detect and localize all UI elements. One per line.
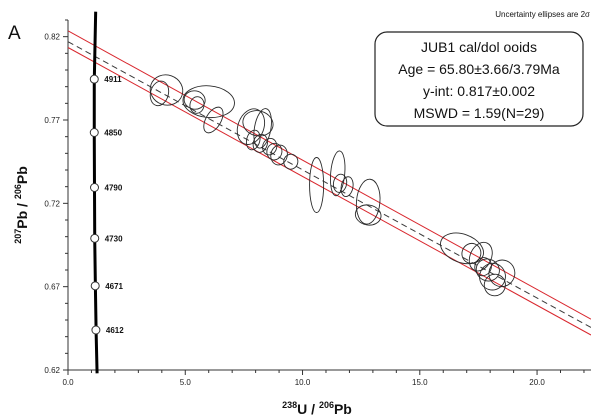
age-marker: [89, 128, 99, 137]
stats-box: JUB1 cal/dol ooids Age = 65.80±3.66/3.79…: [374, 31, 584, 127]
x-axis-title-base: U /: [297, 401, 319, 417]
age-marker-label: 4850: [104, 129, 122, 138]
x-axis-title-sup1: 238: [282, 400, 297, 410]
data-ellipse: [270, 144, 288, 166]
stats-line-intercept: y-int: 0.817±0.002: [423, 83, 535, 99]
y-axis-title-end: Pb: [14, 166, 30, 184]
x-tick-label: 0.0: [62, 378, 74, 387]
x-tick-label: 5.0: [180, 378, 192, 387]
x-tick-label: 20.0: [529, 378, 545, 387]
x-tick-label: 15.0: [412, 378, 428, 387]
data-ellipse: [483, 273, 506, 297]
data-ellipse: [236, 108, 266, 145]
age-marker: [90, 281, 100, 291]
regression-lower-envelope: [68, 47, 591, 336]
data-ellipse: [340, 176, 354, 198]
data-ellipse: [309, 157, 325, 213]
y-tick-label: 0.82: [44, 33, 60, 42]
data-ellipse: [332, 173, 348, 193]
stats-line-age: Age = 65.80±3.66/3.79Ma: [398, 61, 560, 77]
data-ellipse: [440, 232, 484, 265]
y-tick-label: 0.77: [44, 116, 60, 125]
panel-label: A: [8, 23, 21, 44]
x-tick-label: 10.0: [295, 378, 311, 387]
data-ellipse: [189, 96, 205, 114]
x-axis-title-sup2: 206: [319, 400, 334, 410]
data-ellipse: [182, 85, 235, 119]
data-ellipse: [183, 90, 206, 110]
data-ellipse: [329, 150, 346, 197]
plot-area: 0.62 0.67 0.72 0.77 0.82 0.0 5.0 10.0 15.0 20.0 49…: [44, 11, 591, 387]
uncertainty-note: Uncertainty ellipses are 2σ: [495, 10, 590, 19]
data-ellipse: [253, 108, 272, 149]
y-axis-title-sup2: 206: [13, 184, 23, 199]
y-tick-label: 0.67: [44, 283, 60, 292]
data-ellipse: [149, 74, 184, 106]
age-marker: [90, 233, 100, 243]
data-ellipse: [149, 80, 170, 107]
y-tick-label: 0.72: [44, 199, 60, 208]
stats-box-frame: [374, 31, 584, 127]
y-tick-label: 0.62: [44, 366, 60, 375]
data-ellipse: [488, 259, 516, 288]
data-ellipse: [479, 262, 506, 291]
data-ellipse: [203, 106, 224, 134]
age-marker-label: 4911: [104, 75, 122, 84]
y-axis-title-sup1: 207: [13, 229, 23, 244]
age-marker: [89, 74, 99, 84]
age-marker: [90, 183, 100, 192]
age-marker-label: 4671: [105, 282, 123, 291]
data-ellipse: [283, 153, 299, 170]
age-marker-label: 4730: [105, 234, 123, 243]
stats-line-sample: JUB1 cal/dol ooids: [421, 39, 537, 55]
data-ellipse: [252, 133, 268, 153]
age-marker-label: 4612: [106, 326, 124, 335]
stats-line-mswd: MSWD = 1.59(N=29): [414, 105, 545, 121]
age-marker: [91, 325, 101, 335]
y-axis-title-base: Pb /: [14, 199, 30, 229]
data-ellipse: [245, 129, 261, 151]
data-ellipse: [355, 178, 381, 225]
x-axis-title-end: Pb: [334, 401, 352, 417]
data-ellipse: [262, 137, 278, 156]
data-ellipse: [266, 142, 283, 161]
age-marker-label: 4790: [105, 184, 123, 193]
data-ellipse: [461, 242, 482, 264]
data-ellipse: [354, 204, 382, 226]
y-axis-title: 207Pb / 206Pb: [13, 166, 30, 244]
x-axis-title: 238U / 206Pb: [282, 400, 352, 417]
plot-clipped-group: [68, 30, 591, 336]
